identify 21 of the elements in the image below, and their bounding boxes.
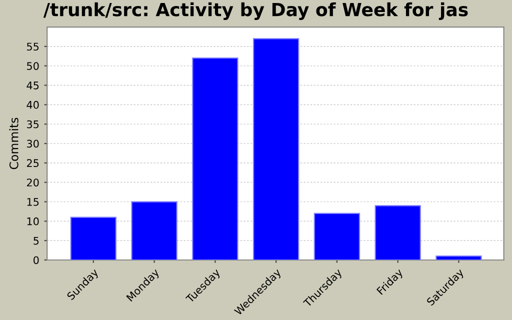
chart-title: /trunk/src: Activity by Day of Week for jas bbox=[43, 2, 468, 20]
bar bbox=[374, 205, 421, 260]
y-tick-label: 25 bbox=[26, 159, 39, 168]
bar bbox=[192, 58, 238, 260]
y-tick-label: 35 bbox=[27, 120, 39, 128]
y-tick-label: 50 bbox=[27, 62, 39, 70]
y-tick-label: 10 bbox=[27, 217, 39, 226]
bar bbox=[314, 212, 360, 260]
y-tick-label: 30 bbox=[27, 140, 39, 148]
y-tick-label: 55 bbox=[27, 42, 39, 51]
y-axis-title: Commits bbox=[9, 118, 18, 170]
y-tick-label: 20 bbox=[26, 178, 39, 186]
y-tick-label: 0 bbox=[34, 256, 39, 264]
y-tick-label: 5 bbox=[34, 236, 39, 245]
bar bbox=[70, 216, 116, 260]
y-tick-label: 45 bbox=[26, 82, 39, 90]
bar bbox=[131, 201, 178, 260]
bar bbox=[436, 256, 482, 260]
y-tick-label: 40 bbox=[26, 100, 39, 109]
y-tick-label: 15 bbox=[27, 198, 39, 206]
bar bbox=[252, 38, 300, 260]
